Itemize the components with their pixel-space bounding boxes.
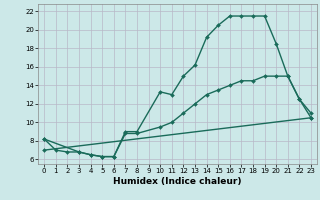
X-axis label: Humidex (Indice chaleur): Humidex (Indice chaleur): [113, 177, 242, 186]
